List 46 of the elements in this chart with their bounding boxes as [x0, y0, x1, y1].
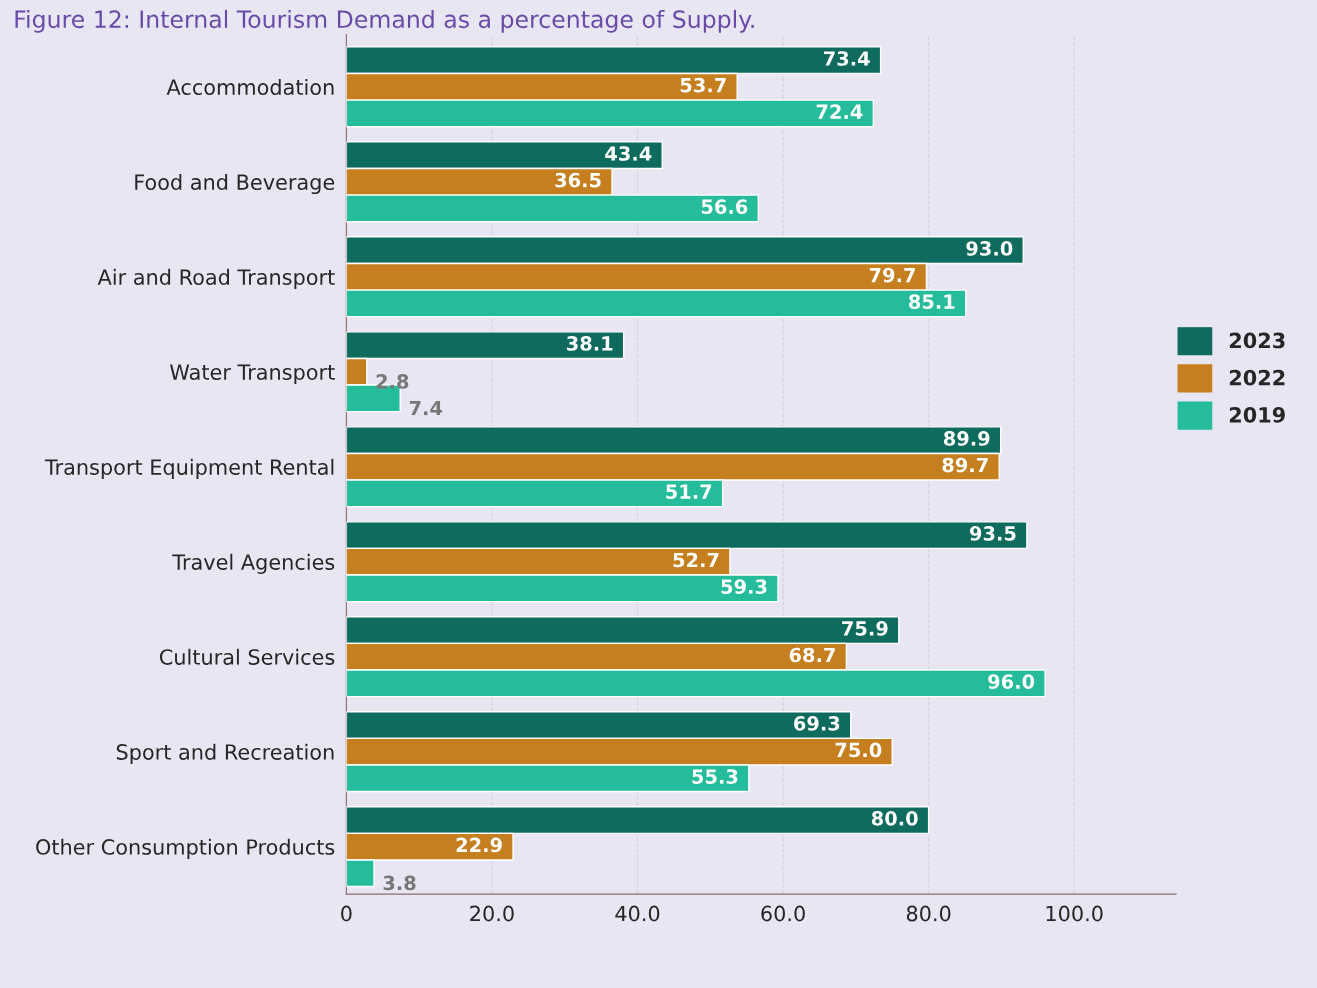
y-tick-label: Accommodation: [166, 78, 334, 96]
data-label: 79.7: [869, 267, 915, 283]
y-tick-label: Sport and Recreation: [116, 743, 334, 764]
chart-title: Figure 12: Internal Tourism Demand as a percentage of Supply.: [15, 9, 754, 33]
x-tick-label: 0: [341, 905, 352, 922]
legend-label: 2019: [1229, 406, 1285, 423]
data-label: 75.0: [835, 742, 882, 758]
data-label: 36.5: [555, 172, 601, 188]
y-tick-label: Cultural Services: [159, 648, 335, 665]
legend-label: 2022: [1229, 369, 1285, 386]
data-label: 85.1: [909, 294, 955, 310]
data-label: 80.0: [871, 810, 918, 826]
data-label: 3.8: [383, 875, 416, 891]
data-label: 89.7: [942, 457, 988, 473]
data-label: 68.7: [789, 647, 835, 663]
x-tick-label: 80.0: [906, 905, 951, 922]
data-label: 96.0: [988, 674, 1035, 689]
data-label: 72.4: [816, 104, 863, 119]
y-tick-label: Other Consumption Products: [36, 838, 335, 859]
data-label: 89.9: [943, 431, 990, 446]
x-tick-label: 100.0: [1046, 905, 1103, 922]
data-label: 56.6: [701, 199, 748, 215]
y-tick-label: Water Transport: [170, 364, 335, 384]
data-label: 93.5: [969, 526, 1016, 541]
y-tick-label: Transport Equipment Rental: [44, 458, 334, 479]
y-tick-label: Food and Beverage: [135, 173, 335, 195]
data-label: 51.7: [666, 484, 712, 499]
y-tick-label: Travel Agencies: [172, 553, 335, 574]
y-tick-label: Air and Road Transport: [97, 268, 335, 290]
data-label: 38.1: [567, 336, 613, 351]
data-label: 53.7: [680, 77, 726, 93]
x-tick-label: 20.0: [470, 905, 514, 922]
legend-label: 2023: [1229, 332, 1285, 349]
data-label: 75.9: [842, 621, 888, 636]
x-tick-label: 40.0: [615, 905, 660, 922]
data-label: 43.4: [605, 146, 652, 161]
data-label: 69.3: [794, 716, 840, 731]
data-label: 55.3: [692, 769, 738, 784]
data-label: 73.4: [823, 51, 870, 66]
data-label: 59.3: [721, 579, 767, 594]
data-label: 93.0: [966, 241, 1013, 256]
data-label: 22.9: [456, 837, 502, 853]
x-tick-label: 60.0: [761, 905, 805, 922]
data-label: 2.8: [376, 374, 409, 389]
data-label: 7.4: [409, 400, 443, 416]
data-label: 52.7: [673, 552, 719, 568]
